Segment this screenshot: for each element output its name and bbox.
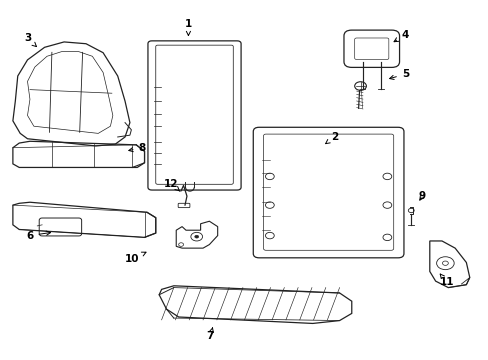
Text: 12: 12 [164, 179, 180, 192]
Text: 2: 2 [325, 132, 338, 144]
Text: 11: 11 [439, 274, 453, 287]
Text: 1: 1 [184, 19, 192, 36]
Text: 6: 6 [26, 231, 50, 240]
Text: 9: 9 [418, 191, 425, 201]
Text: 3: 3 [24, 33, 37, 46]
Text: 5: 5 [389, 69, 408, 80]
Text: 10: 10 [125, 252, 146, 264]
Text: 4: 4 [393, 30, 408, 42]
Text: 8: 8 [128, 143, 145, 153]
Text: 7: 7 [206, 328, 214, 341]
Circle shape [194, 235, 198, 238]
